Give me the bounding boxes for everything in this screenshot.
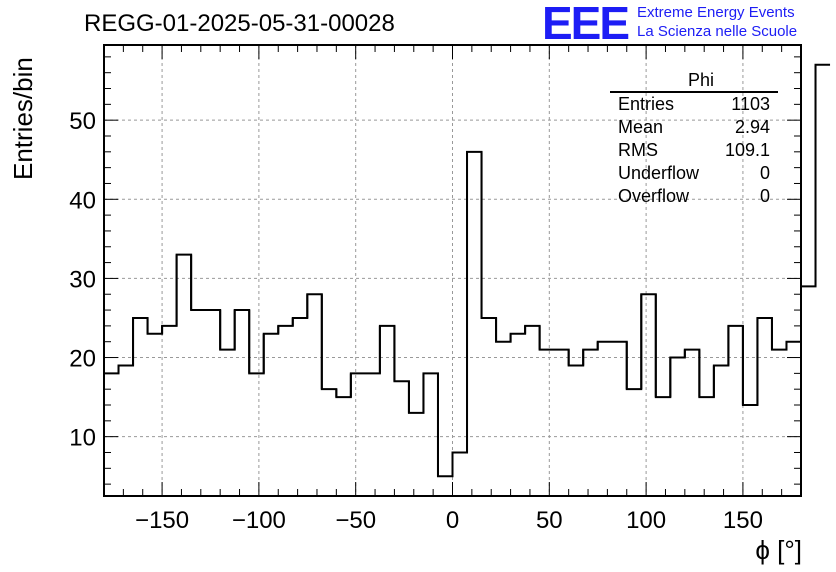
stats-title: Phi	[610, 70, 778, 93]
histogram-bin	[438, 476, 453, 496]
histogram-bin	[496, 342, 511, 496]
histogram-bin	[365, 373, 380, 496]
axis-ticks	[103, 45, 802, 496]
stats-row-mean: Mean 2.94	[610, 116, 778, 139]
histogram-bin	[699, 397, 714, 496]
histogram-bin	[757, 318, 772, 496]
histogram-bin	[627, 389, 642, 496]
histogram-bin	[482, 318, 497, 496]
histogram-bin	[801, 286, 816, 496]
histogram-bin	[656, 397, 671, 496]
histogram-bin	[191, 310, 206, 496]
x-tick-label: −100	[232, 507, 286, 534]
histogram-bin	[293, 318, 308, 496]
histogram-bin	[409, 413, 424, 496]
histogram-bin	[525, 326, 540, 496]
stats-label: Entries	[618, 94, 675, 114]
logo-caption-line1: Extreme Energy Events	[637, 4, 795, 21]
histogram-bin	[728, 326, 743, 496]
histogram-bin	[220, 350, 235, 496]
histogram-bin	[670, 358, 685, 496]
histogram-bin	[380, 326, 395, 496]
histogram-bin	[133, 318, 148, 496]
histogram-bin	[322, 389, 337, 496]
histogram-bin-edges	[117, 64, 817, 477]
stats-label: Overflow	[618, 186, 690, 206]
histogram-bin	[511, 334, 526, 496]
x-tick-label: 150	[723, 507, 763, 534]
stats-label: Underflow	[618, 163, 700, 183]
histogram-bin	[467, 152, 482, 496]
y-tick-label: 40	[69, 187, 96, 214]
stats-value: 0	[759, 163, 770, 183]
histogram-bin	[554, 350, 569, 496]
histogram-bin	[714, 365, 729, 496]
histogram-bin	[177, 255, 192, 496]
x-axis-label: ϕ [°]	[755, 535, 802, 565]
histogram-bin	[743, 405, 758, 496]
stats-label: Mean	[618, 117, 664, 137]
x-tick-label: 0	[446, 507, 459, 534]
stats-value: 1103	[731, 94, 770, 114]
histogram-bin	[307, 294, 322, 496]
x-tick-label: 50	[536, 507, 563, 534]
histogram-bins	[104, 63, 831, 496]
histogram-bin	[394, 381, 409, 496]
tick-labels: −150 −100 −50 0 50 100 150 10 20 30 40 50	[69, 108, 763, 534]
stats-row-underflow: Underflow 0	[610, 162, 778, 185]
plot-frame	[103, 44, 802, 497]
stats-row-overflow: Overflow 0	[610, 185, 778, 208]
x-tick-label: −150	[135, 507, 189, 534]
histogram-bin	[569, 365, 584, 496]
grid-lines	[104, 45, 801, 496]
histogram-bin	[162, 326, 177, 496]
histogram-bin	[235, 310, 250, 496]
histogram-bin	[612, 342, 627, 496]
histogram-bin	[816, 65, 831, 496]
histogram-bin	[772, 350, 787, 496]
histogram-bin	[423, 373, 438, 496]
stats-row-entries: Entries 1103	[610, 93, 778, 116]
stats-label: RMS	[618, 140, 658, 160]
stats-value: 109.1	[724, 140, 770, 160]
logo-caption: Extreme Energy Events La Scienza nelle S…	[637, 3, 797, 41]
histogram-bin	[351, 373, 366, 496]
histogram-bin	[206, 310, 221, 496]
histogram-bin	[540, 350, 555, 496]
y-tick-label: 50	[69, 108, 96, 135]
run-title: REGG-01-2025-05-31-00028	[84, 10, 395, 37]
histogram-bin	[583, 350, 598, 496]
stats-value: 2.94	[734, 117, 770, 137]
stats-box: Phi Entries 1103 Mean 2.94 RMS 109.1 Und…	[610, 70, 778, 208]
y-axis-label: Entries/bin	[8, 57, 38, 180]
stats-value: 0	[759, 186, 770, 206]
y-tick-label: 20	[69, 346, 96, 373]
histogram-bin	[119, 365, 134, 496]
histogram-bin	[264, 334, 279, 496]
eee-logo: EEE	[542, 0, 630, 49]
histogram-bin	[598, 342, 613, 496]
histogram-bin	[249, 373, 264, 496]
histogram-bin	[453, 452, 468, 496]
y-tick-label: 10	[69, 425, 96, 452]
x-tick-label: −50	[335, 507, 376, 534]
histogram-bin	[148, 334, 163, 496]
histogram-bin	[336, 397, 351, 496]
histogram-bin	[786, 342, 801, 496]
y-tick-label: 30	[69, 266, 96, 293]
histogram-bin	[685, 350, 700, 496]
histogram-bin	[278, 326, 293, 496]
x-tick-label: 100	[626, 507, 666, 534]
histogram-bin	[104, 373, 119, 496]
stats-row-rms: RMS 109.1	[610, 139, 778, 162]
logo-caption-line2: La Scienza nelle Scuole	[637, 23, 798, 40]
histogram-bin	[641, 294, 656, 496]
